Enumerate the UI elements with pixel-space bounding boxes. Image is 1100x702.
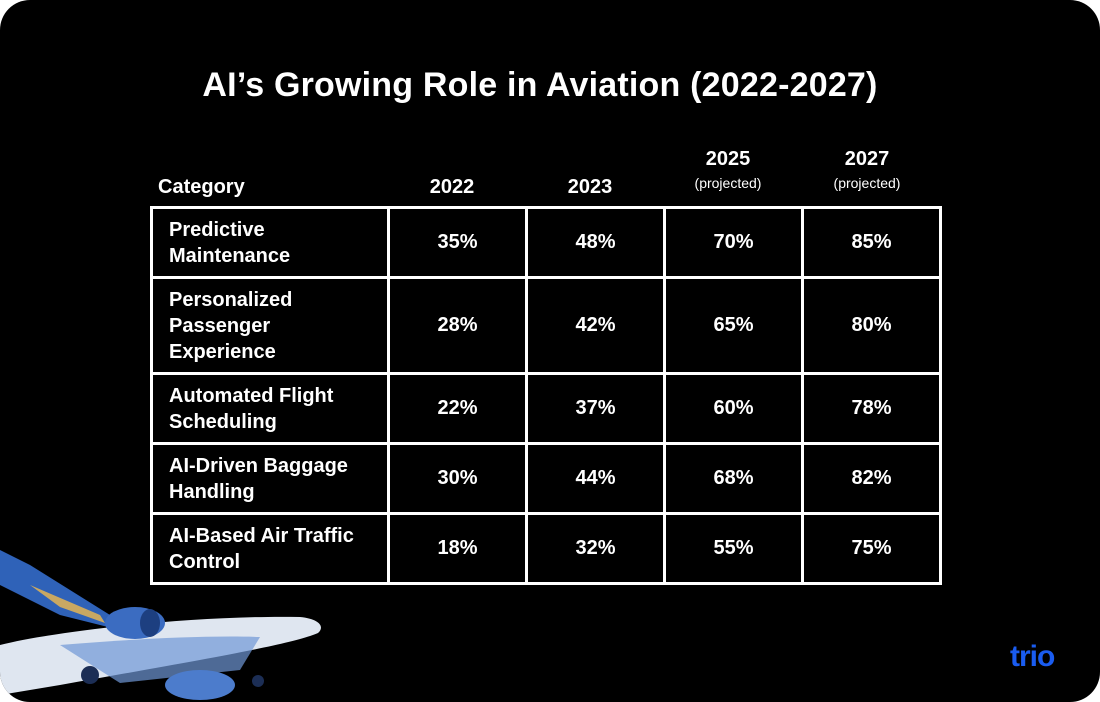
value-cell: 30% [387, 442, 528, 515]
value-cell: 82% [801, 442, 942, 515]
table-row: Predictive Maintenance 35% 48% 70% 85% [150, 206, 942, 279]
data-table: Predictive Maintenance 35% 48% 70% 85% Person… [150, 206, 942, 585]
value-cell: 70% [663, 206, 804, 279]
value-cell: 22% [387, 372, 528, 445]
value-cell: 60% [663, 372, 804, 445]
value-cell: 44% [525, 442, 666, 515]
value-cell: 18% [387, 512, 528, 585]
table-row: AI-Based Air Traffic Control 18% 32% 55% 75% [150, 512, 942, 585]
page-title: AI’s Growing Role in Aviation (2022-2027… [202, 66, 878, 104]
category-cell: AI-Based Air Traffic Control [150, 512, 390, 585]
column-header-2027: 2027 (projected) [798, 148, 936, 191]
header-label: 2025 [705, 148, 751, 170]
table-row: Personalized Passenger Experience 28% 42% 6… [150, 276, 942, 375]
column-header-2022: 2022 [383, 176, 521, 199]
header-sublabel: (projected) [833, 175, 901, 191]
value-cell: 55% [663, 512, 804, 585]
value-cell: 32% [525, 512, 666, 585]
value-cell: 80% [801, 276, 942, 375]
table-row: AI-Driven Baggage Handling 30% 44% 68% 82% [150, 442, 942, 515]
value-cell: 28% [387, 276, 528, 375]
value-cell: 78% [801, 372, 942, 445]
header-label: 2023 [567, 176, 613, 198]
header-label: 2022 [429, 176, 475, 198]
value-cell: 37% [525, 372, 666, 445]
value-cell: 35% [387, 206, 528, 279]
column-header-2025: 2025 (projected) [659, 148, 797, 191]
header-sublabel: (projected) [694, 175, 762, 191]
header-label: 2027 [844, 148, 890, 170]
table-row: Automated Flight Scheduling 22% 37% 60% 78% [150, 372, 942, 445]
value-cell: 48% [525, 206, 666, 279]
category-cell: AI-Driven Baggage Handling [150, 442, 390, 515]
value-cell: 85% [801, 206, 942, 279]
value-cell: 68% [663, 442, 804, 515]
category-cell: Personalized Passenger Experience [150, 276, 390, 375]
value-cell: 75% [801, 512, 942, 585]
column-header-category: Category [158, 176, 245, 198]
column-header-2023: 2023 [521, 176, 659, 199]
category-cell: Predictive Maintenance [150, 206, 390, 279]
airplane-illustration [0, 550, 321, 700]
value-cell: 42% [525, 276, 666, 375]
trio-logo: trio [1010, 640, 1055, 673]
value-cell: 65% [663, 276, 804, 375]
category-cell: Automated Flight Scheduling [150, 372, 390, 445]
